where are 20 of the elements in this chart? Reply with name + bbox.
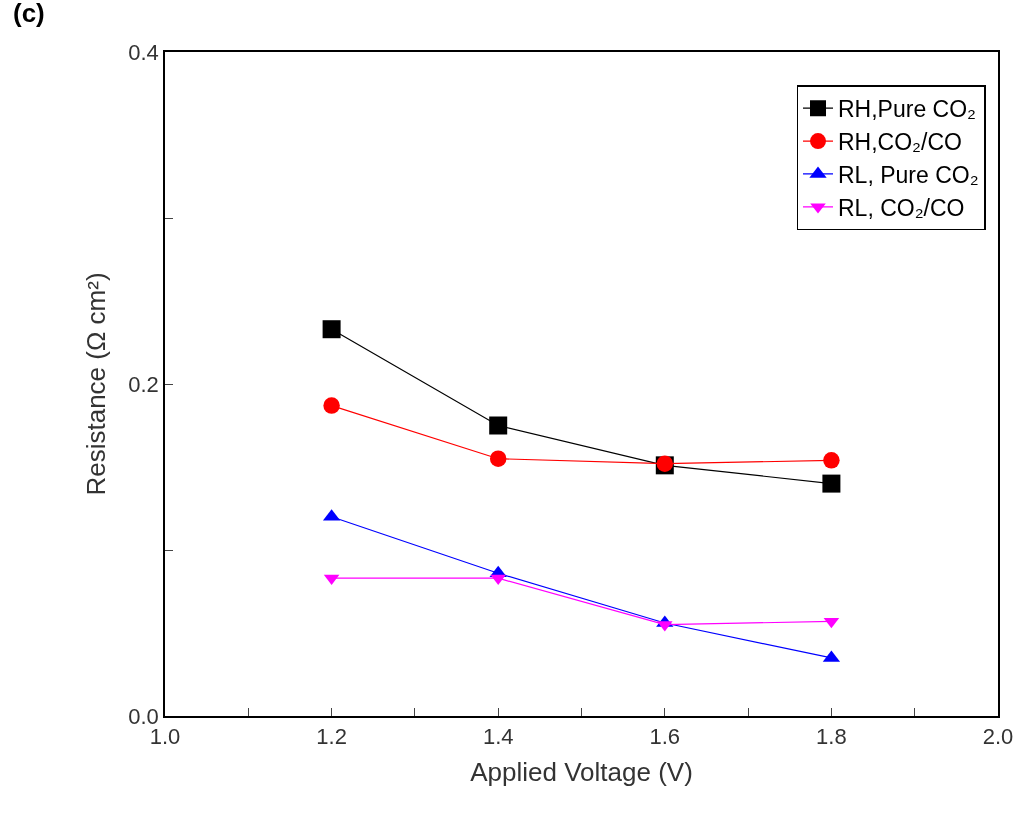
legend-label: RH,Pure CO₂: [838, 96, 977, 123]
y-axis-title: Resistance (Ω cm²): [81, 272, 112, 496]
point: [322, 320, 341, 339]
y-tick-label: 0.2: [128, 371, 159, 397]
legend-label: RL, CO₂/CO: [838, 194, 965, 221]
x-tick-label: 2.0: [982, 724, 1014, 750]
point: [323, 397, 340, 414]
point: [489, 416, 508, 435]
x-tick-label: 1.8: [816, 724, 847, 750]
legend-label: RH,CO₂/CO: [838, 129, 962, 156]
x-tick-label: 1.4: [482, 724, 514, 750]
point: [822, 474, 841, 493]
point: [823, 452, 840, 469]
legend-label: RL, Pure CO₂: [838, 161, 979, 188]
x-axis-title: Applied Voltage (V): [470, 757, 693, 788]
x-tick-label: 1.6: [649, 724, 681, 750]
x-tick-label: 1.2: [316, 724, 347, 750]
text: (c): [13, 0, 45, 28]
y-tick-label: 0.4: [128, 39, 159, 65]
point: [489, 450, 507, 467]
